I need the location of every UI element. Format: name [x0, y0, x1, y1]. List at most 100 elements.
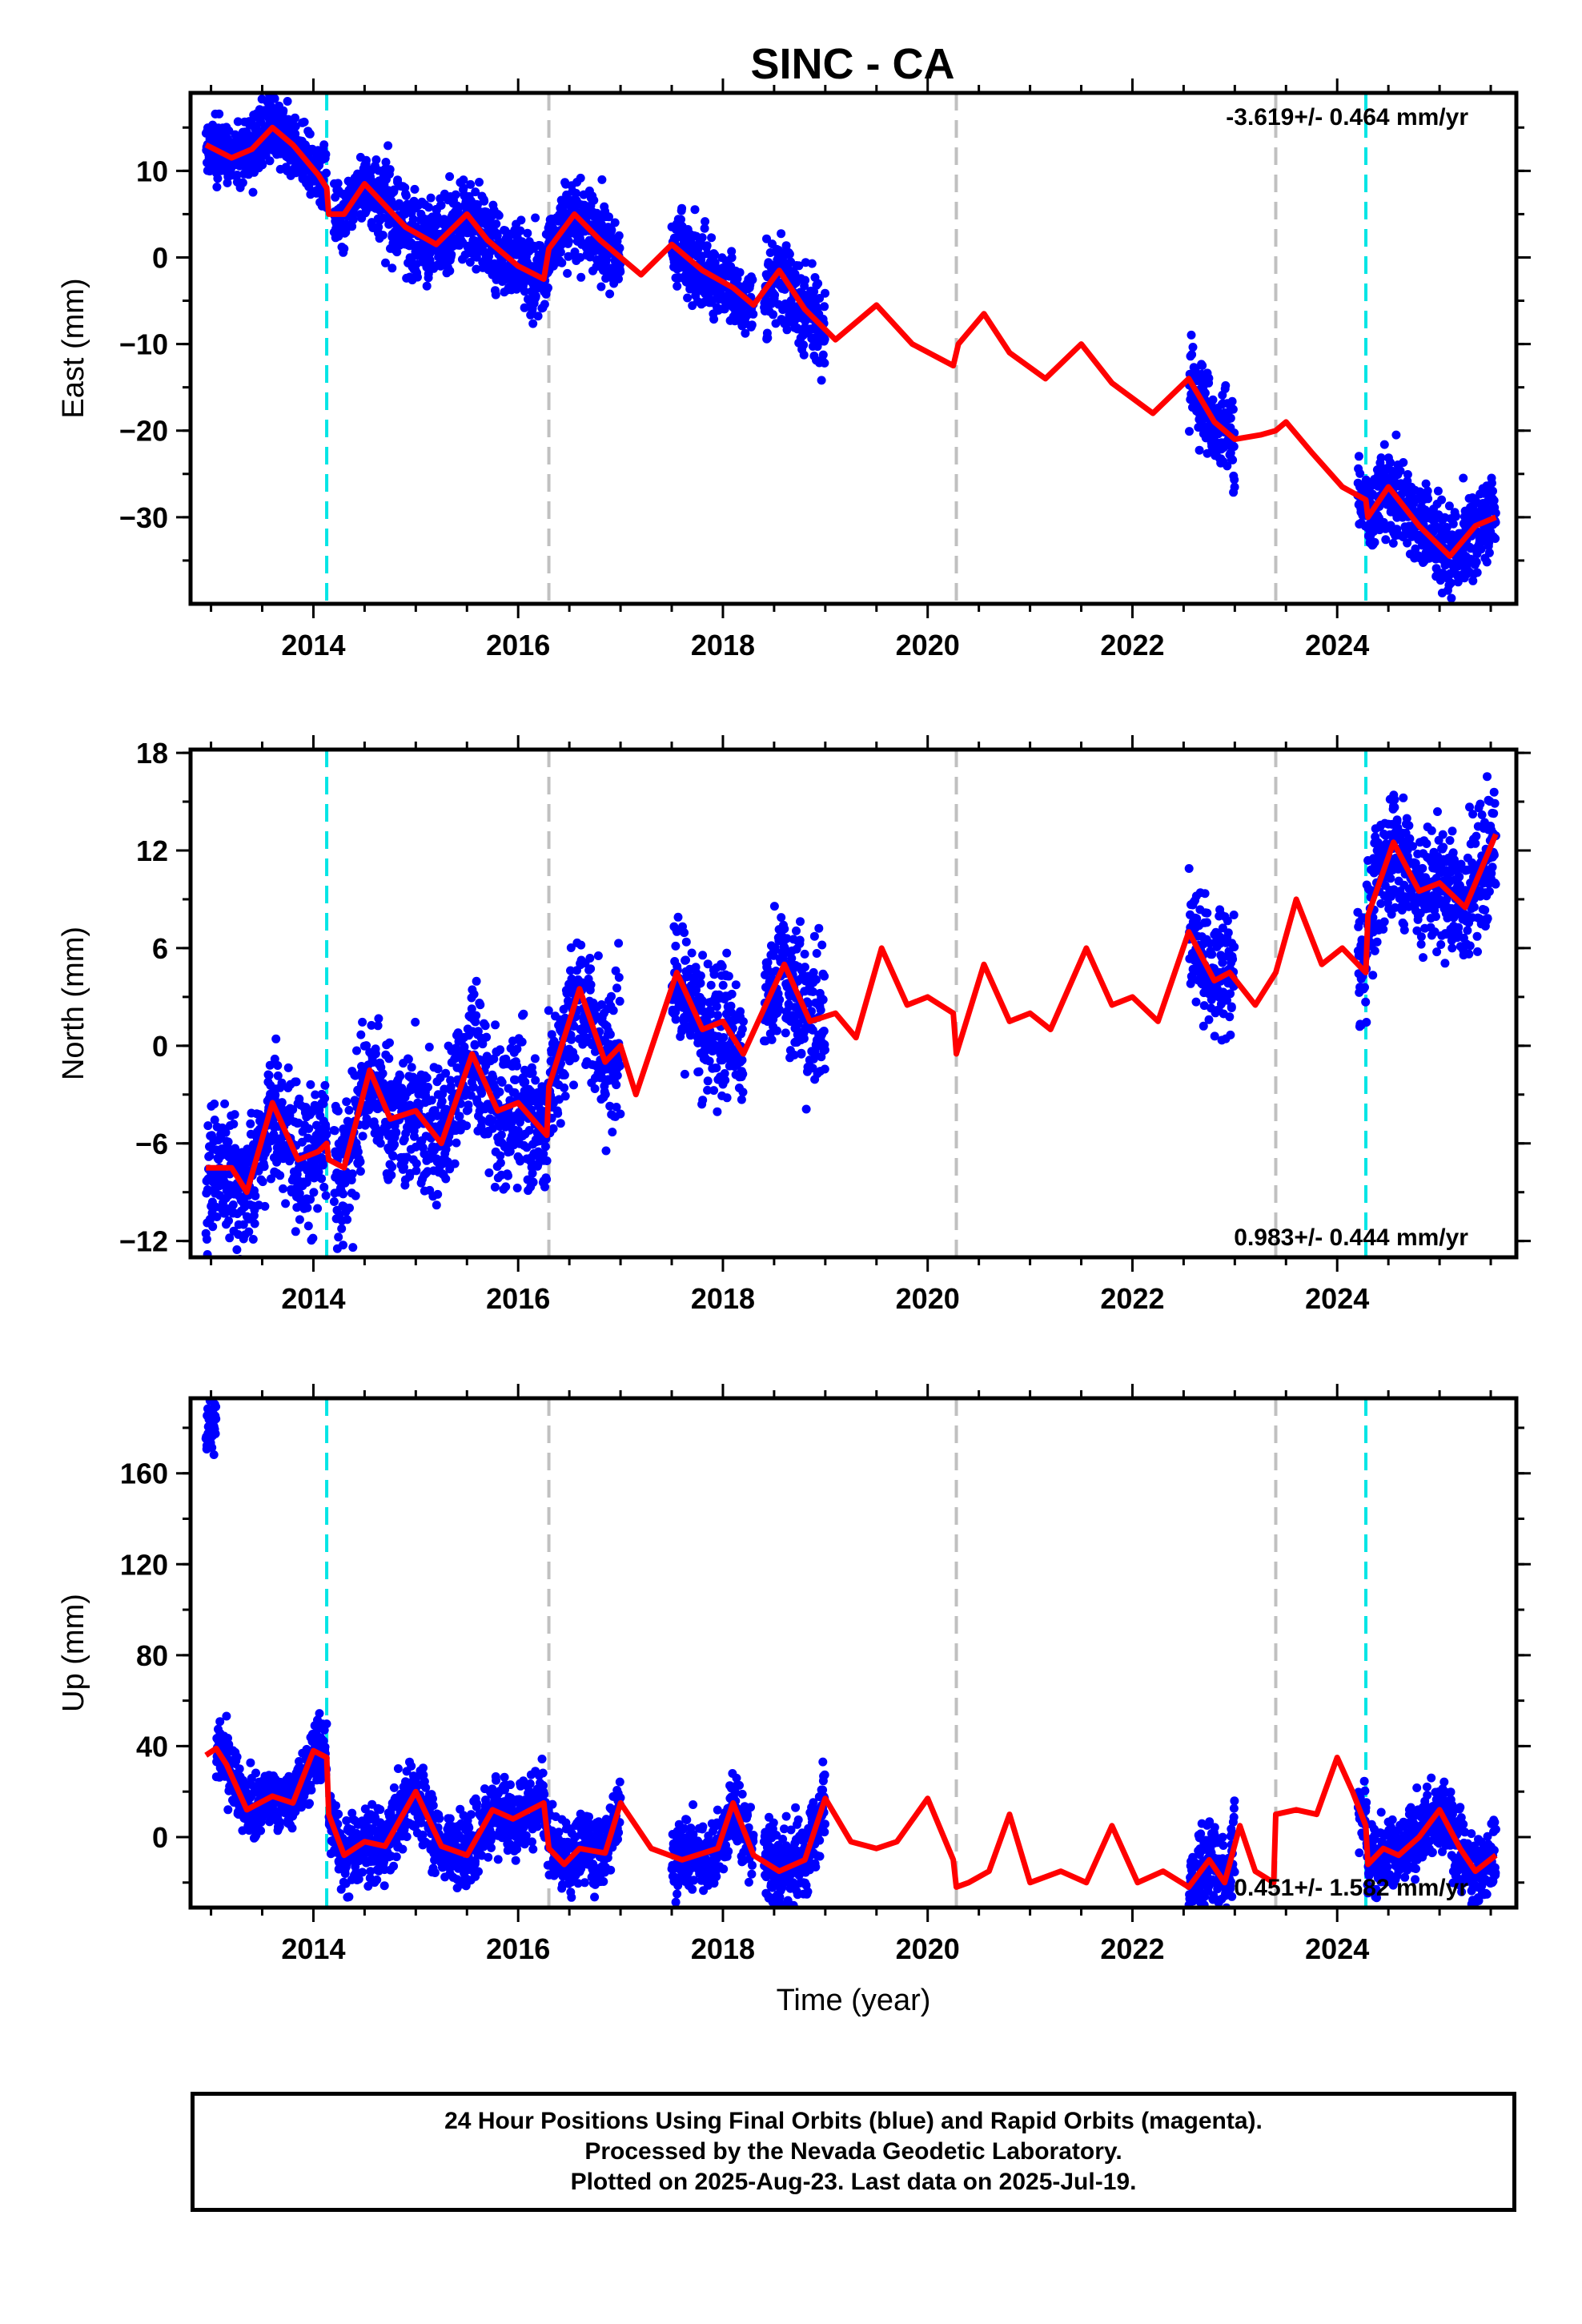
data-point: [1370, 537, 1379, 547]
data-point: [482, 1032, 492, 1042]
data-point: [362, 155, 371, 165]
panel-east: 2014 2016 2018 2020 2022 2024100−10−20−30East…: [57, 78, 1531, 661]
data-point: [681, 955, 690, 965]
data-point: [353, 1147, 363, 1156]
data-point: [496, 1151, 505, 1160]
data-point: [384, 1054, 394, 1063]
data-point: [308, 1233, 318, 1243]
data-point: [304, 1124, 314, 1133]
data-point: [718, 980, 728, 990]
data-point: [497, 1078, 507, 1087]
data-point: [780, 924, 789, 934]
data-point: [389, 185, 399, 195]
data-point: [1187, 350, 1197, 360]
data-point: [528, 1068, 537, 1078]
data-point: [801, 1104, 811, 1114]
data-point: [701, 217, 710, 227]
data-point: [279, 106, 288, 115]
data-point: [820, 335, 829, 344]
data-point: [210, 1116, 219, 1124]
data-point: [773, 1026, 781, 1035]
data-point: [680, 1069, 689, 1079]
data-point: [381, 258, 390, 267]
data-point: [295, 1215, 304, 1224]
data-point: [597, 175, 607, 184]
data-point: [259, 1162, 269, 1172]
data-point: [224, 126, 234, 135]
data-point: [1226, 413, 1235, 423]
data-point: [281, 1199, 291, 1208]
data-point: [544, 283, 552, 292]
data-point: [671, 1015, 681, 1024]
data-point: [496, 1158, 505, 1168]
data-point: [320, 1094, 330, 1103]
data-point: [224, 1216, 233, 1225]
x-tick-label: 2014: [281, 629, 345, 661]
data-point: [709, 1086, 719, 1096]
data-point: [762, 234, 771, 243]
y-axis-label: East (mm): [57, 278, 90, 418]
data-point: [782, 325, 792, 335]
data-point: [741, 328, 750, 338]
data-point: [548, 1124, 558, 1133]
data-point: [452, 1043, 460, 1053]
data-point: [735, 267, 745, 277]
data-point: [710, 258, 720, 267]
data-point: [208, 1222, 218, 1232]
data-point: [495, 1088, 504, 1096]
data-point: [671, 941, 681, 951]
data-point: [355, 1167, 365, 1176]
data-point: [698, 951, 708, 960]
data-point: [480, 1021, 490, 1031]
data-point: [677, 203, 687, 213]
data-point: [367, 1020, 376, 1030]
data-point: [560, 1083, 569, 1092]
data-point: [1200, 889, 1210, 899]
data-point: [210, 1100, 219, 1108]
data-point: [712, 1002, 721, 1011]
data-point: [576, 940, 586, 950]
data-point: [722, 1093, 732, 1103]
data-point: [212, 183, 222, 191]
plot-title: SINC - CA: [751, 40, 955, 88]
data-point: [560, 1092, 570, 1101]
velocity-rate-label: -3.619+/- 0.464 mm/yr: [1226, 104, 1468, 131]
data-point: [799, 340, 809, 350]
data-point: [378, 1069, 387, 1078]
data-point: [604, 212, 613, 222]
data-point: [306, 1080, 315, 1089]
data-point: [491, 1020, 500, 1030]
data-point: [505, 1147, 515, 1156]
data-point: [387, 196, 396, 206]
data-point: [528, 1177, 538, 1187]
data-point: [1411, 544, 1420, 553]
data-point: [334, 1232, 343, 1242]
data-point: [433, 1064, 443, 1074]
data-point: [305, 129, 315, 139]
data-point: [413, 272, 422, 282]
data-point: [333, 1153, 343, 1163]
x-tick-label: 2024: [1305, 629, 1369, 661]
data-point: [1355, 468, 1365, 478]
data-point: [306, 1195, 315, 1204]
data-point: [1391, 430, 1401, 440]
plot-frame: [188, 90, 1519, 606]
data-point: [440, 1084, 449, 1094]
data-point: [736, 1007, 745, 1016]
data-point: [1381, 535, 1391, 545]
data-point: [1195, 445, 1204, 455]
data-point: [610, 218, 620, 227]
data-point: [333, 1106, 343, 1116]
data-point: [321, 1191, 331, 1200]
data-point: [1379, 440, 1389, 449]
data-point: [475, 178, 484, 187]
data-point: [391, 1128, 401, 1137]
data-point: [1200, 388, 1210, 398]
data-point: [512, 1044, 522, 1054]
data-point: [303, 1203, 312, 1212]
data-point: [318, 1160, 327, 1170]
data-point: [520, 1077, 530, 1087]
data-point: [476, 1000, 485, 1010]
data-point: [404, 1055, 413, 1064]
data-point: [255, 1110, 264, 1120]
